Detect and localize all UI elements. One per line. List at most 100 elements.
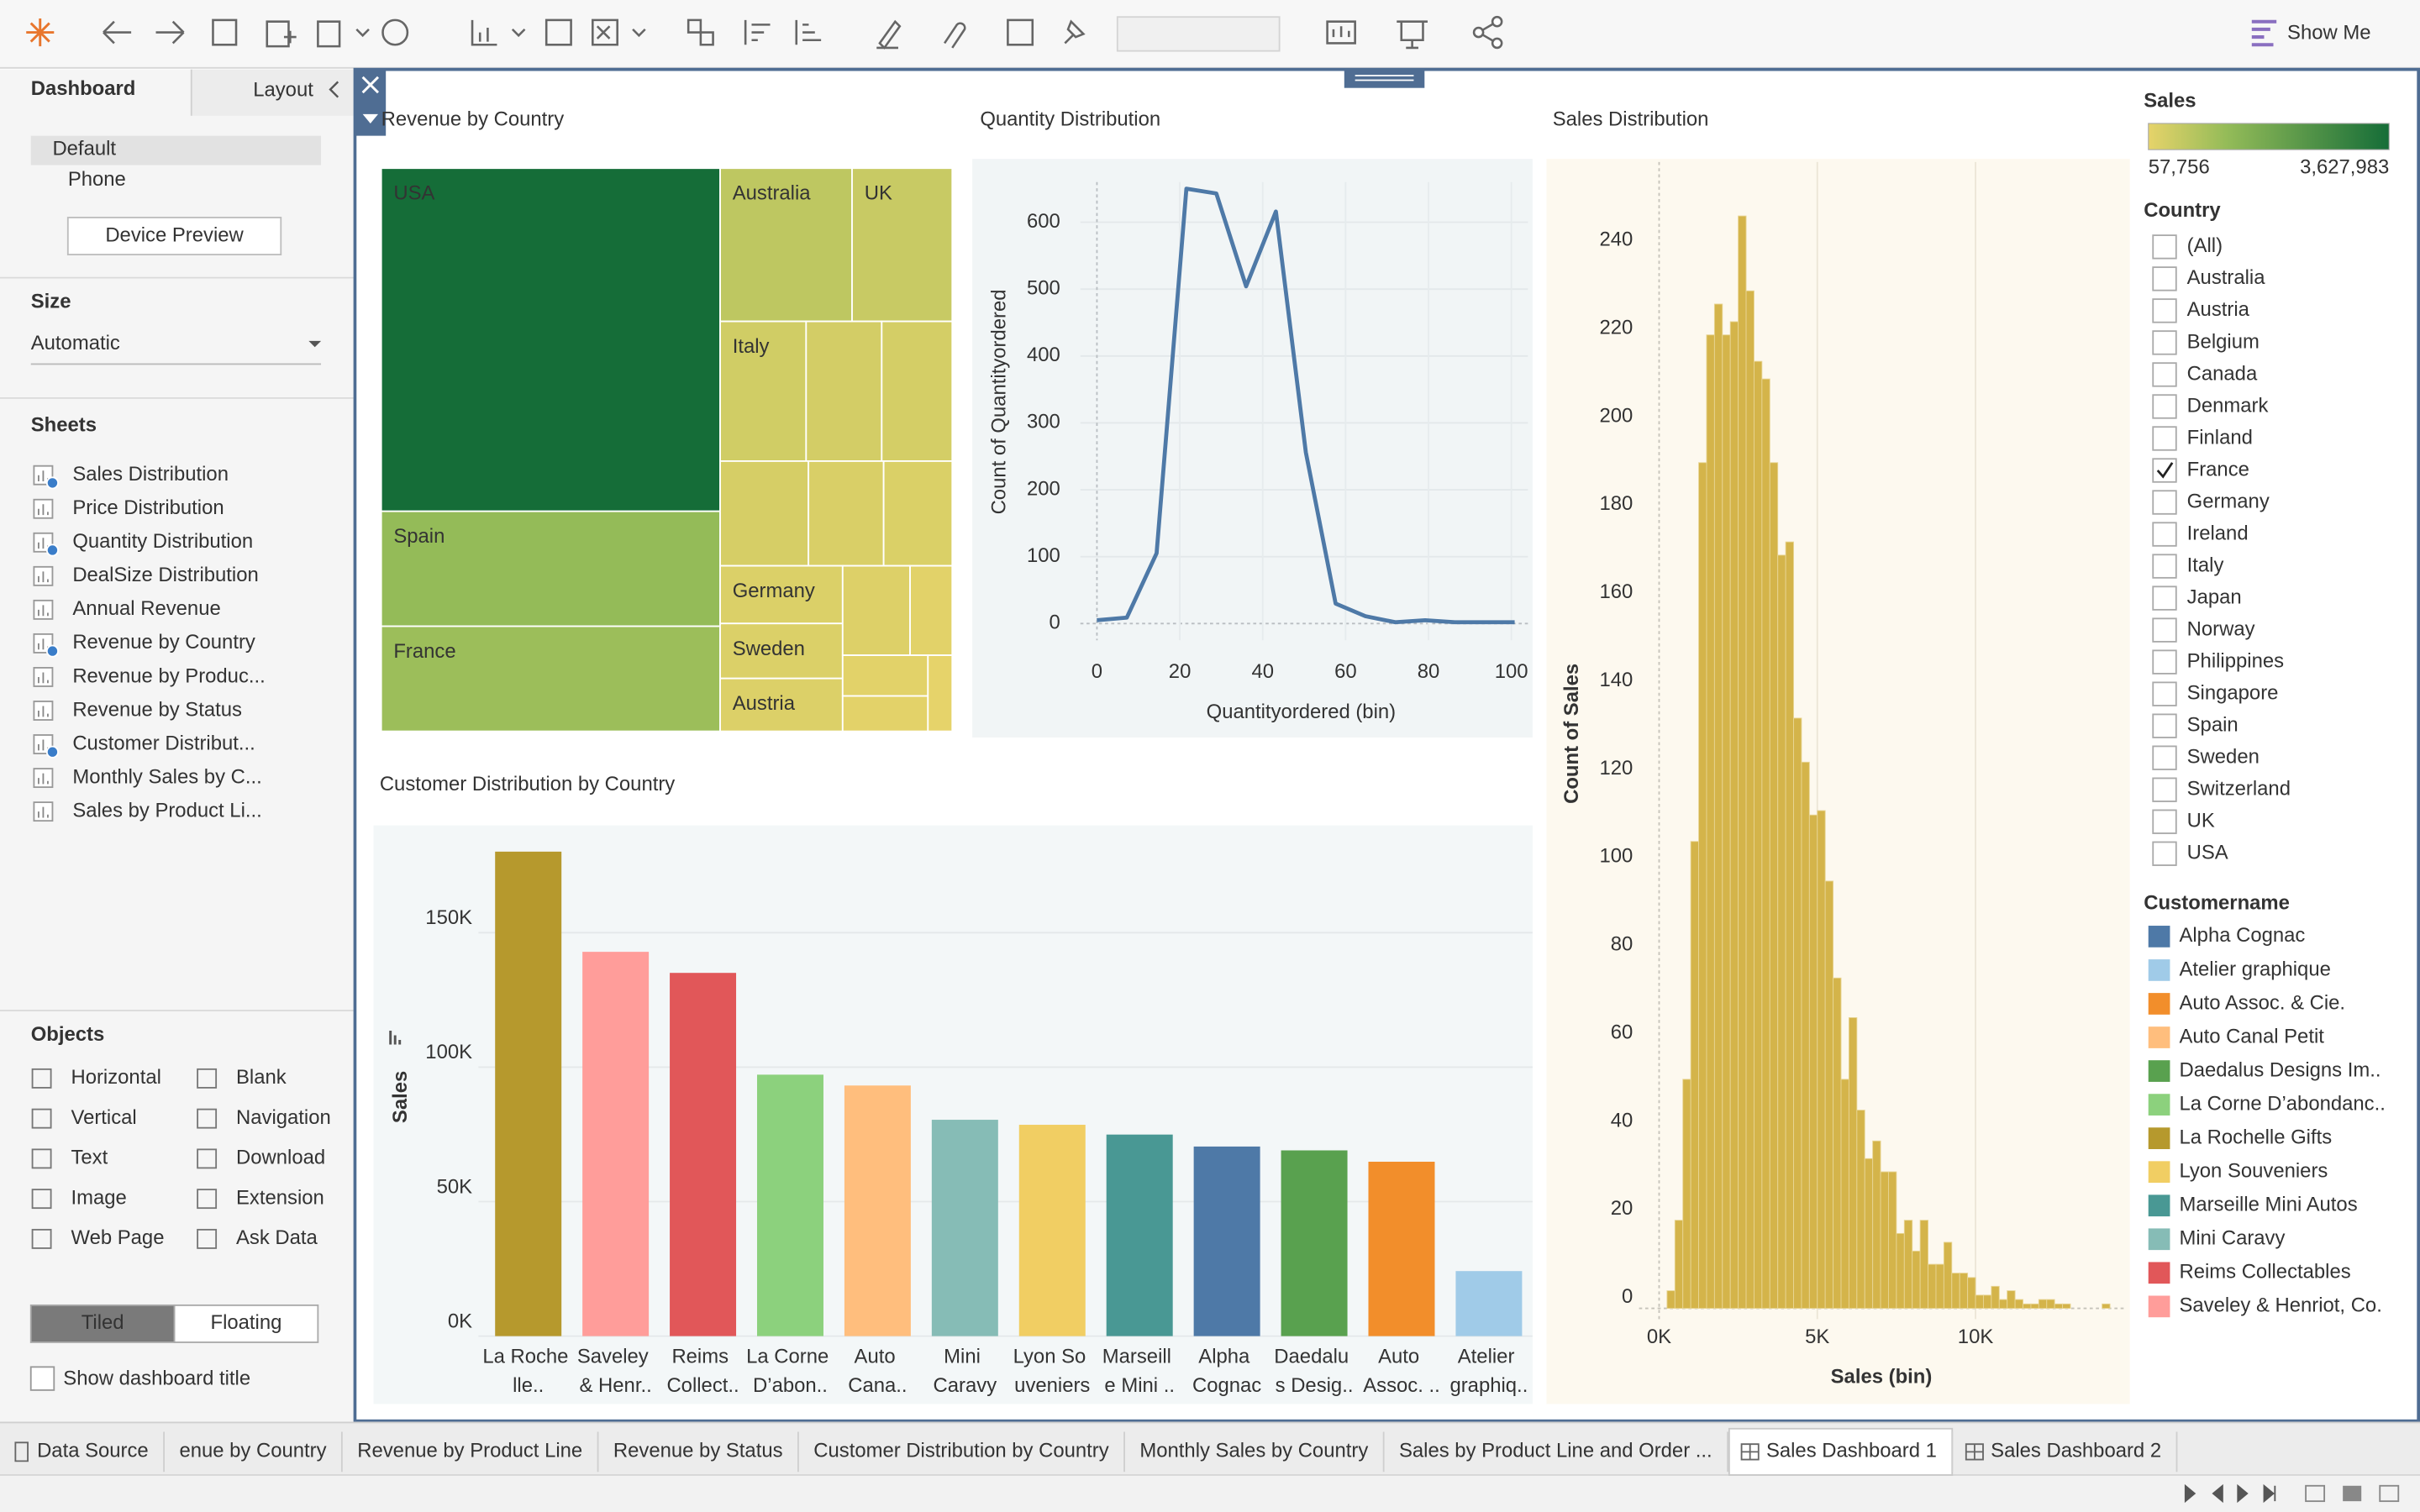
sheet-name[interactable]: Revenue by Produc...: [72, 664, 265, 687]
histogram-bar[interactable]: [2038, 1299, 2048, 1310]
legend-label[interactable]: Daedalus Designs Im..: [2179, 1058, 2381, 1081]
bar[interactable]: [670, 973, 737, 1336]
close-handle[interactable]: [355, 71, 387, 136]
filter-checkbox[interactable]: [2152, 522, 2177, 547]
object-label[interactable]: Web Page: [71, 1226, 164, 1249]
legend-label[interactable]: Auto Assoc. & Cie.: [2179, 991, 2345, 1014]
status-nav[interactable]: [2184, 1483, 2276, 1504]
labels[interactable]: [1007, 18, 1034, 46]
bar[interactable]: [582, 952, 650, 1336]
device-option[interactable]: Default: [52, 137, 116, 160]
bar[interactable]: [1281, 1150, 1348, 1336]
histogram-bar[interactable]: [1761, 378, 1770, 1310]
view-toggle[interactable]: [2343, 1485, 2362, 1502]
histogram-bar[interactable]: [1753, 360, 1763, 1310]
sheet-name[interactable]: Annual Revenue: [72, 597, 220, 620]
filter-checkbox[interactable]: [2152, 266, 2177, 291]
save[interactable]: [212, 18, 238, 46]
size-value[interactable]: Automatic: [31, 332, 120, 354]
layout-mode-button[interactable]: [173, 1304, 319, 1343]
filter-checkbox[interactable]: [2152, 362, 2177, 387]
view-toggle[interactable]: [2305, 1484, 2326, 1503]
legend-label[interactable]: Mini Caravy: [2179, 1227, 2285, 1250]
histogram-bar[interactable]: [1666, 1290, 1676, 1310]
filter-checkbox[interactable]: [2152, 490, 2177, 515]
device-preview-button[interactable]: [66, 217, 282, 255]
filter-checkbox[interactable]: [2152, 681, 2177, 706]
histogram-bar[interactable]: [1793, 717, 1802, 1310]
sidebar-tab[interactable]: Layout: [253, 79, 313, 102]
sheet-name[interactable]: Monthly Sales by C...: [72, 765, 261, 788]
histogram-bar[interactable]: [2046, 1299, 2055, 1310]
histogram-bar[interactable]: [1738, 215, 1747, 1310]
filter-checkbox[interactable]: [2152, 745, 2177, 770]
pause[interactable]: [317, 20, 370, 48]
sheet-name[interactable]: Revenue by Status: [72, 698, 242, 721]
histogram-bar[interactable]: [1745, 290, 1754, 1310]
legend-label[interactable]: Auto Canal Petit: [2179, 1025, 2324, 1047]
histogram-bar[interactable]: [1840, 1079, 1849, 1310]
histogram-bar[interactable]: [1808, 814, 1818, 1310]
bar[interactable]: [1193, 1146, 1260, 1336]
histogram-bar[interactable]: [1959, 1273, 1969, 1310]
histogram-bar[interactable]: [2054, 1303, 2064, 1310]
histogram-bar[interactable]: [1833, 977, 1842, 1310]
sheet-name[interactable]: Price Distribution: [72, 496, 224, 519]
sort-desc[interactable]: [795, 19, 822, 45]
histogram-bar[interactable]: [1785, 541, 1794, 1310]
bar[interactable]: [931, 1120, 998, 1336]
new-data[interactable]: [266, 20, 297, 48]
histogram-bar[interactable]: [1896, 1232, 1905, 1310]
histogram-bar[interactable]: [2014, 1299, 2023, 1310]
histogram-bar[interactable]: [1682, 1079, 1691, 1310]
filter-checkbox[interactable]: [2152, 426, 2177, 451]
bar[interactable]: [756, 1074, 823, 1336]
histogram-bar[interactable]: [1967, 1277, 1976, 1310]
histogram-bar[interactable]: [1903, 1220, 1913, 1310]
bar[interactable]: [1106, 1134, 1173, 1336]
histogram-bar[interactable]: [1713, 303, 1723, 1310]
filter-checkbox[interactable]: [2152, 330, 2177, 355]
histogram-bar[interactable]: [1982, 1294, 1992, 1310]
filter-checkbox[interactable]: [2152, 234, 2177, 260]
filter-checkbox[interactable]: [2152, 298, 2177, 323]
histogram-bar[interactable]: [2030, 1303, 2039, 1310]
sheet-name[interactable]: Customer Distribut...: [72, 732, 255, 754]
object-label[interactable]: Horizontal: [71, 1066, 160, 1089]
histogram-bar[interactable]: [1706, 334, 1715, 1310]
legend-label[interactable]: Saveley & Henriot, Co.: [2179, 1294, 2381, 1317]
refresh[interactable]: [381, 18, 409, 46]
object-label[interactable]: Image: [71, 1186, 126, 1209]
filter-checkbox[interactable]: [2152, 394, 2177, 419]
pin[interactable]: [1064, 19, 1086, 45]
histogram-bar[interactable]: [2023, 1303, 2032, 1310]
object-label[interactable]: Text: [71, 1147, 108, 1169]
histogram-bar[interactable]: [2102, 1303, 2111, 1310]
filter-checkbox[interactable]: [2152, 617, 2177, 643]
histogram-bar[interactable]: [1880, 1171, 1889, 1310]
histogram-bar[interactable]: [1777, 554, 1786, 1310]
histogram-bar[interactable]: [1919, 1220, 1929, 1310]
histogram-bar[interactable]: [1824, 880, 1834, 1310]
object-label[interactable]: Extension: [236, 1186, 324, 1209]
histogram-bar[interactable]: [2062, 1303, 2071, 1310]
histogram-bar[interactable]: [1951, 1273, 1960, 1310]
object-label[interactable]: Download: [236, 1147, 325, 1169]
fit-select[interactable]: [1116, 16, 1281, 52]
move-handle[interactable]: [1344, 69, 1425, 88]
histogram-bar[interactable]: [1801, 761, 1810, 1310]
histogram-bar[interactable]: [1674, 1220, 1684, 1310]
sheet-name[interactable]: DealSize Distribution: [72, 564, 258, 586]
checkbox[interactable]: [29, 1366, 55, 1391]
bar[interactable]: [495, 851, 562, 1336]
object-label[interactable]: Vertical: [71, 1106, 136, 1129]
legend-label[interactable]: Alpha Cognac: [2179, 924, 2305, 947]
histogram-bar[interactable]: [1975, 1294, 1984, 1310]
filter-checkbox[interactable]: [2152, 841, 2177, 866]
object-label[interactable]: Ask Data: [236, 1226, 318, 1249]
filter-checkbox[interactable]: [2152, 585, 2177, 611]
legend-label[interactable]: La Corne D’abondanc..: [2179, 1092, 2385, 1115]
histogram-bar[interactable]: [1998, 1299, 2008, 1310]
sheet-name[interactable]: Sales by Product Li...: [72, 799, 261, 822]
device-option[interactable]: Phone: [68, 168, 126, 191]
